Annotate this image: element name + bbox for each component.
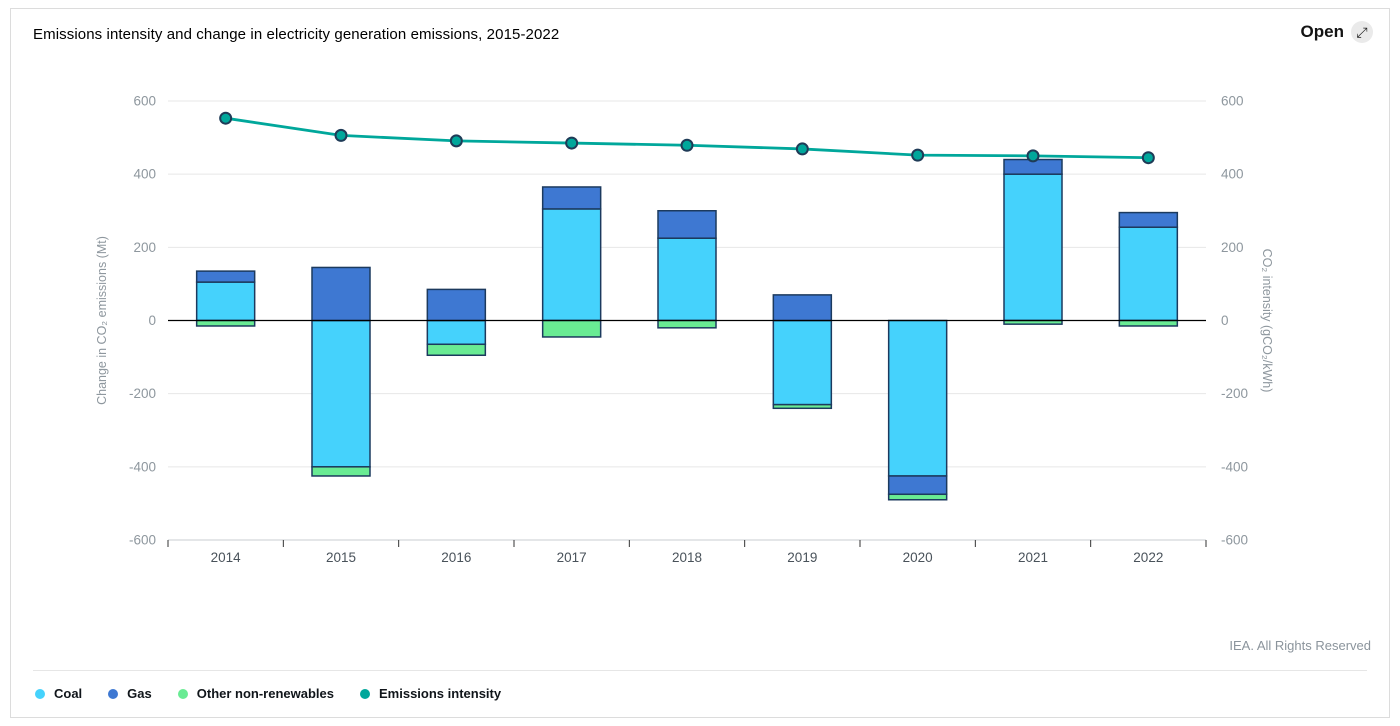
right-axis-tick-label: 600 [1221,94,1244,109]
x-axis-year-label: 2018 [672,550,702,565]
x-axis-year-label: 2017 [557,550,587,565]
right-axis-tick-label: -600 [1221,533,1248,548]
bar-segment-gas-2019[interactable] [772,294,833,322]
legend-item-other-non-renewables[interactable]: Other non-renewables [177,686,334,701]
legend-dot-icon [177,688,188,699]
bar-segment-coal-2018[interactable] [657,237,717,322]
emissions-intensity-marker-2022[interactable] [1141,151,1155,165]
legend-item-coal[interactable]: Coal [35,686,82,701]
right-axis-tick-label: -400 [1221,459,1248,474]
bar-segment-other-2017[interactable] [541,319,602,338]
bar-segment-coal-2015[interactable] [311,319,371,468]
left-axis-tick-label: 0 [148,313,156,328]
legend-item-emissions-intensity[interactable]: Emissions intensity [360,686,501,701]
bar-segment-coal-2020[interactable] [887,319,948,477]
x-axis-year-label: 2022 [1133,550,1163,565]
expand-arrows-icon[interactable]: ⤢ [1351,21,1373,43]
open-button-label: Open [1300,22,1344,41]
bar-segment-coal-2021[interactable] [1003,173,1063,322]
emissions-intensity-marker-2019[interactable] [795,142,809,156]
x-axis-year-label: 2014 [211,550,242,565]
bar-segment-other-2020[interactable] [887,493,948,501]
bar-segment-other-2019[interactable] [772,403,833,410]
bar-segment-other-2016[interactable] [426,343,487,357]
bar-segment-gas-2014[interactable] [195,270,256,283]
legend-dot-icon [35,688,45,699]
emissions-intensity-marker-2018[interactable] [680,138,694,152]
legend-label: Gas [127,686,152,701]
legend-label: Coal [54,686,83,701]
x-axis-year-label: 2016 [441,550,471,565]
legend-divider [33,670,1367,671]
left-axis-title: Change in CO₂ emissions (Mt) [95,236,109,405]
chart-card: Emissions intensity and change in electr… [10,8,1390,718]
left-axis-tick-label: 600 [133,94,156,109]
legend: Coal Gas Other non-renewables Emissions int… [35,686,501,701]
x-axis-year-label: 2015 [326,550,356,565]
emissions-intensity-line [225,116,1149,160]
left-axis-tick-label: -600 [129,533,156,548]
bar-segment-other-2015[interactable] [311,466,371,477]
right-axis-tick-label: 0 [1221,313,1229,328]
bar-segment-gas-2015[interactable] [311,266,371,322]
right-axis-tick-label: -200 [1221,386,1248,401]
right-axis-tick-label: 200 [1221,240,1244,255]
bar-segment-other-2018[interactable] [657,319,717,329]
left-axis-tick-label: -400 [129,459,156,474]
open-button[interactable]: Open ⤢ [1301,21,1373,43]
emissions-intensity-marker-2017[interactable] [565,136,579,150]
left-axis-tick-label: 200 [133,240,156,255]
left-axis-tick-label: -200 [129,386,156,401]
legend-label: Other non-renewables [196,686,334,701]
legend-dot-icon [360,688,370,699]
x-axis-year-label: 2021 [1018,550,1048,565]
legend-label: Emissions intensity [379,686,502,701]
bar-segment-coal-2022[interactable] [1118,226,1179,322]
attribution-text: IEA. All Rights Reserved [1229,638,1371,653]
emissions-intensity-marker-2015[interactable] [334,128,348,142]
left-axis-tick-label: 400 [133,167,156,182]
right-axis-title: CO₂ intensity (gCO₂/kWh) [1260,249,1274,393]
x-axis-year-label: 2019 [787,550,817,565]
bar-segment-gas-2022[interactable] [1118,211,1179,228]
bar-segment-gas-2016[interactable] [426,288,487,322]
bar-segment-coal-2016[interactable] [426,319,487,346]
emissions-intensity-marker-2021[interactable] [1026,149,1040,163]
emissions-intensity-marker-2014[interactable] [219,111,233,125]
chart-canvas: 600 600 400 400 200 200 0 0 -200 -200 -400 -400 -600… [95,94,1274,566]
chart-title: Emissions intensity and change in electr… [33,26,560,43]
legend-dot-icon [108,688,119,699]
legend-item-gas[interactable]: Gas [108,686,152,701]
x-axis-year-label: 2020 [903,550,933,565]
bar-segment-other-2014[interactable] [195,319,256,327]
emissions-intensity-marker-2020[interactable] [911,148,925,162]
right-axis-tick-label: 400 [1221,167,1244,182]
bar-segment-coal-2017[interactable] [541,208,602,322]
emissions-intensity-marker-2016[interactable] [449,134,463,148]
bar-segment-gas-2017[interactable] [541,186,602,210]
bar-segment-coal-2019[interactable] [772,319,833,406]
bar-segment-gas-2018[interactable] [657,210,717,239]
bar-segment-coal-2014[interactable] [195,281,256,322]
bar-segment-gas-2020[interactable] [887,475,948,496]
bar-segment-other-2022[interactable] [1118,319,1179,327]
